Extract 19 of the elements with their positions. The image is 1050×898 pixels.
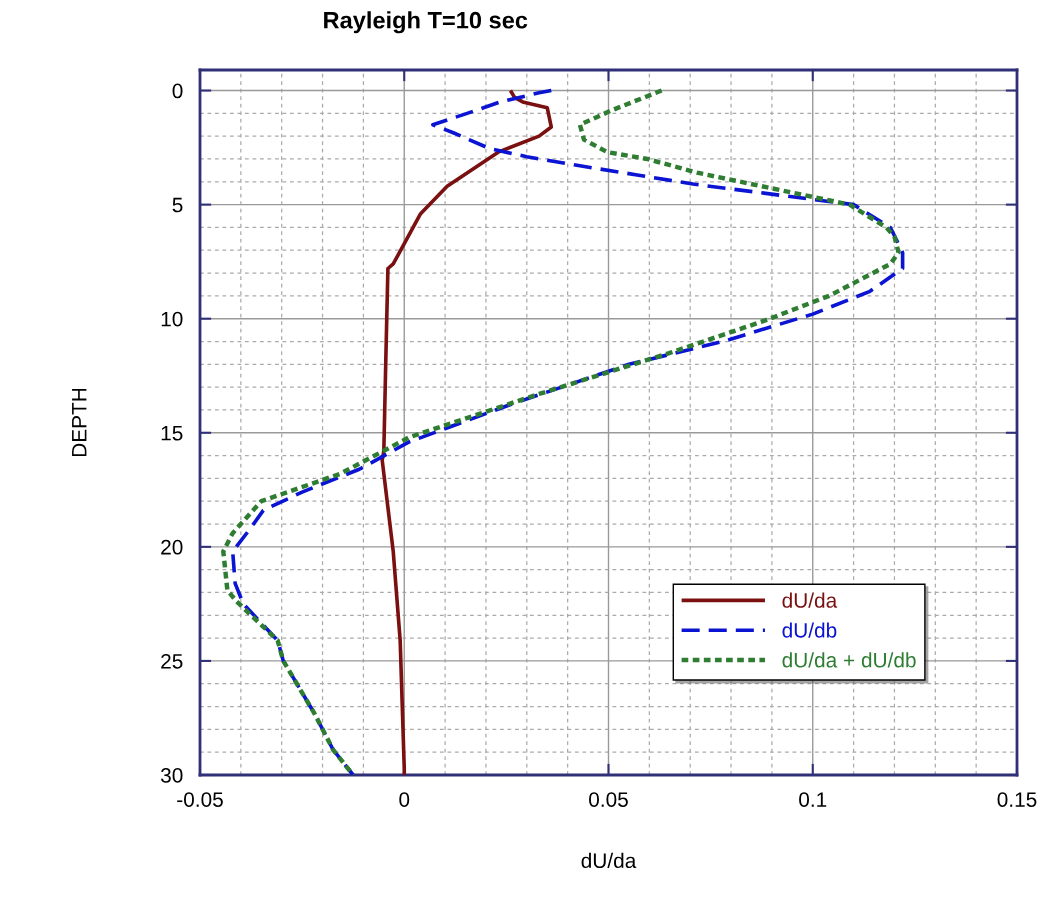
y-tick-label: 0	[172, 83, 183, 99]
x-tick-label: 0.05	[589, 792, 628, 807]
x-tick-label: -0.05	[177, 792, 223, 807]
x-axis-title: dU/da	[581, 852, 637, 869]
y-axis-title: DEPTH	[72, 388, 87, 457]
legend-label: dU/da + dU/db	[782, 652, 916, 668]
y-tick-label: 5	[172, 197, 183, 213]
y-tick-label: 10	[161, 311, 183, 327]
legend-label: dU/da	[782, 592, 838, 608]
line-series	[380, 88, 554, 775]
x-tick-label: 0	[399, 792, 410, 807]
legend-label: dU/db	[782, 622, 837, 638]
x-tick-label: 0.15	[997, 792, 1037, 807]
y-tick-label: 15	[161, 425, 183, 441]
chart-title: Rayleigh T=10 sec	[324, 11, 528, 34]
y-tick-label: 30	[160, 768, 183, 783]
y-tick-label: 20	[161, 539, 183, 555]
y-tick-label: 25	[161, 653, 183, 669]
x-tick-label: 0.1	[799, 792, 827, 807]
